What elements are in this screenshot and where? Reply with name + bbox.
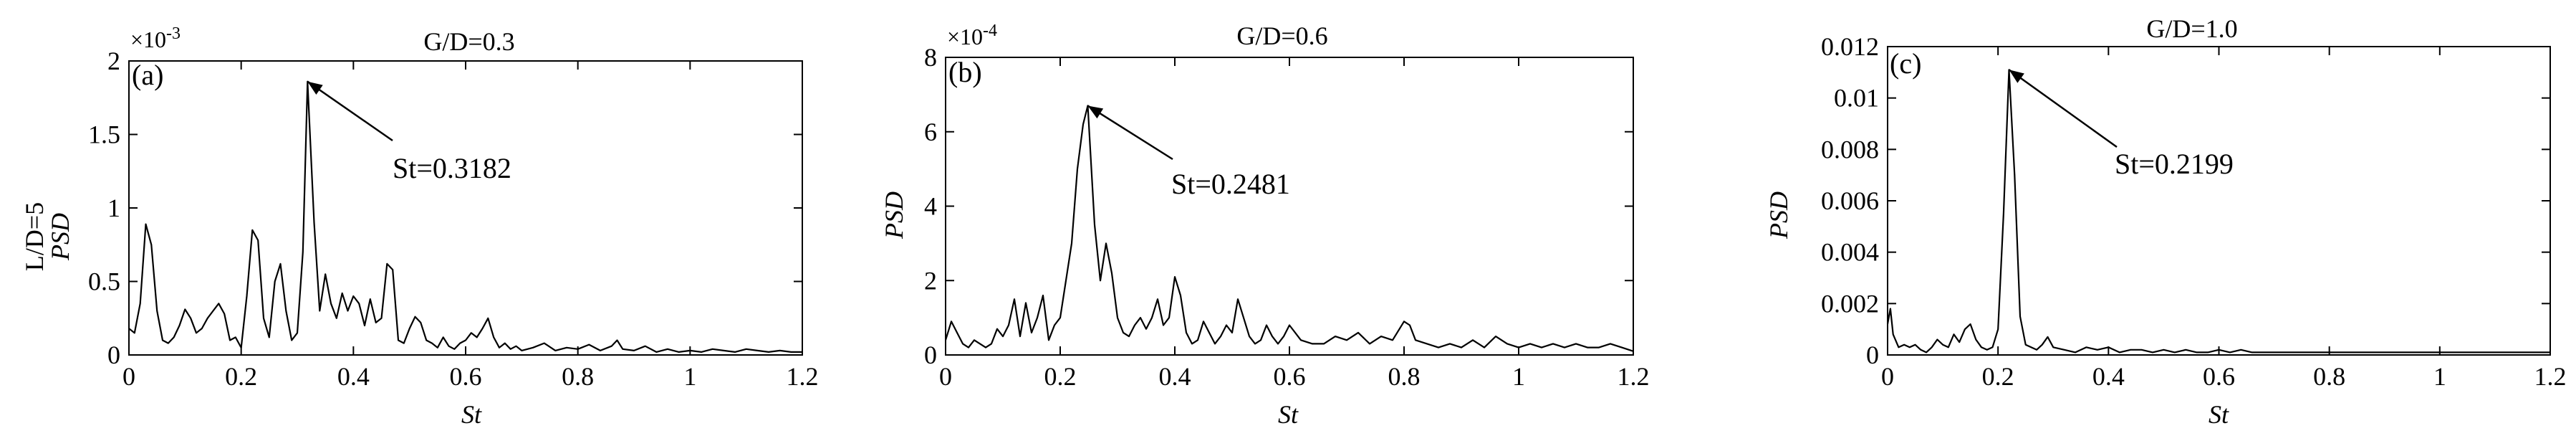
panel-b-y-tick-label: 2 (924, 266, 937, 295)
panel-a-annotation-arrowhead (307, 81, 323, 95)
panel-b-x-tick-label: 1.2 (1618, 362, 1650, 391)
panel-b-y-tick-label: 6 (924, 118, 937, 146)
panel-c-x-tick-label: 0.6 (2203, 362, 2235, 391)
panel-c-annotation-arrow (2008, 69, 2118, 148)
panel-b-x-tick-label: 0.6 (1274, 362, 1306, 391)
panel-a-y-tick-label: 2 (107, 47, 120, 75)
panel-c-annotation-arrowhead (2009, 70, 2024, 83)
panel-b-y-tick-label: 4 (924, 192, 937, 221)
panel-c-x-tick-label: 0.4 (2092, 362, 2125, 391)
panel-c-y-tick-label: 0.012 (1821, 32, 1879, 61)
panel-a-x-tick-label: 0 (122, 362, 135, 391)
panel-c-y-tick-label: 0.008 (1821, 135, 1879, 163)
panel-b-x-tick-label: 0.2 (1044, 362, 1077, 391)
panel-c-x-tick-label: 1.2 (2534, 362, 2567, 391)
panel-a-x-tick-label: 0.8 (562, 362, 594, 391)
panel-b-xlabel: St (1278, 400, 1299, 429)
panel-a-ylabel: PSD (46, 213, 75, 261)
panel-b-annotation-arrow (1087, 105, 1173, 161)
panel-c-title: G/D=1.0 (2146, 14, 2237, 43)
panel-c-x-tick-label: 1 (2433, 362, 2446, 391)
panel-c-xlabel: St (2209, 400, 2229, 429)
panel-c-annotation-text: St=0.2199 (2115, 148, 2234, 180)
panel-b-annotation-arrowhead (1087, 105, 1104, 119)
panel-b-psd-line (944, 105, 1634, 352)
panel-b-x-tick-label: 0.4 (1159, 362, 1191, 391)
panel-c-x-tick-label: 0 (1881, 362, 1894, 391)
panel-b-exponent: ×10-4 (947, 22, 997, 49)
panel-a-y-tick-label: 0 (107, 341, 120, 369)
panel-c-y-tick-label: 0 (1866, 341, 1879, 369)
panel-b-x-tick-label: 0.8 (1388, 362, 1421, 391)
panel-c: G/D=1.0 (c) PSD St St=0.2199 (1764, 14, 2238, 429)
plot-layer: 0 0.2 0.4 0.6 0.8 1 1.2 0 0.5 1 1.5 2 0 0.2 0.4 0.6 0.8 1… (88, 32, 2567, 391)
panel-b-x-tick-label: 0 (939, 362, 952, 391)
panel-c-y-tick-label: 0.004 (1821, 238, 1879, 267)
panel-c-x-tick-label: 0.2 (1982, 362, 2014, 391)
panel-a-x-tick-label: 0.6 (450, 362, 482, 391)
panel-b-label: (b) (948, 56, 982, 88)
panel-b-ylabel: PSD (880, 191, 908, 240)
panel-b-x-tick-label: 1 (1512, 362, 1525, 391)
panel-a: G/D=0.3 ×10-3 (a) L/D=5 PSD St St=0.3182 (20, 24, 515, 429)
panel-c-y-tick-label: 0.006 (1821, 186, 1879, 215)
panel-a-x-tick-label: 1.2 (787, 362, 819, 391)
panel-a-y-tick-label: 1 (107, 194, 120, 222)
panel-a-exponent: ×10-3 (130, 24, 181, 52)
panel-b-title: G/D=0.6 (1236, 22, 1327, 50)
panel-b-axes-box (945, 57, 1634, 356)
panel-c-axes-box (1887, 46, 2551, 356)
panel-c-y-tick-label: 0.01 (1834, 84, 1879, 113)
panel-b-y-tick-label: 0 (924, 341, 937, 369)
panel-a-x-tick-label: 0.2 (225, 362, 257, 391)
panel-a-annotation-text: St=0.3182 (393, 152, 511, 184)
panel-a-x-tick-label: 1 (683, 362, 696, 391)
panel-c-y-tick-label: 0.002 (1821, 289, 1879, 318)
panel-a-ylabel-prefix: L/D=5 (20, 202, 49, 271)
panel-a-y-tick-label: 1.5 (88, 120, 120, 149)
panel-a-xlabel: St (461, 400, 482, 429)
panel-a-y-tick-label: 0.5 (88, 267, 120, 296)
panel-a-annotation-arrow (307, 80, 393, 142)
panel-b: G/D=0.6 ×10-4 (b) PSD St St=0.2481 (880, 22, 1328, 429)
panel-a-title: G/D=0.3 (423, 27, 514, 56)
panel-a-psd-line (128, 80, 802, 353)
panel-c-psd-line (1886, 69, 2550, 354)
panel-c-label: (c) (1890, 47, 1921, 80)
panel-a-axes-box (128, 60, 803, 356)
panel-b-annotation-text: St=0.2481 (1171, 168, 1290, 200)
panel-a-label: (a) (132, 59, 163, 91)
panel-c-x-tick-label: 0.8 (2313, 362, 2345, 391)
panel-c-ylabel: PSD (1764, 191, 1793, 240)
panel-b-y-tick-label: 8 (924, 43, 937, 72)
panel-a-x-tick-label: 0.4 (337, 362, 370, 391)
